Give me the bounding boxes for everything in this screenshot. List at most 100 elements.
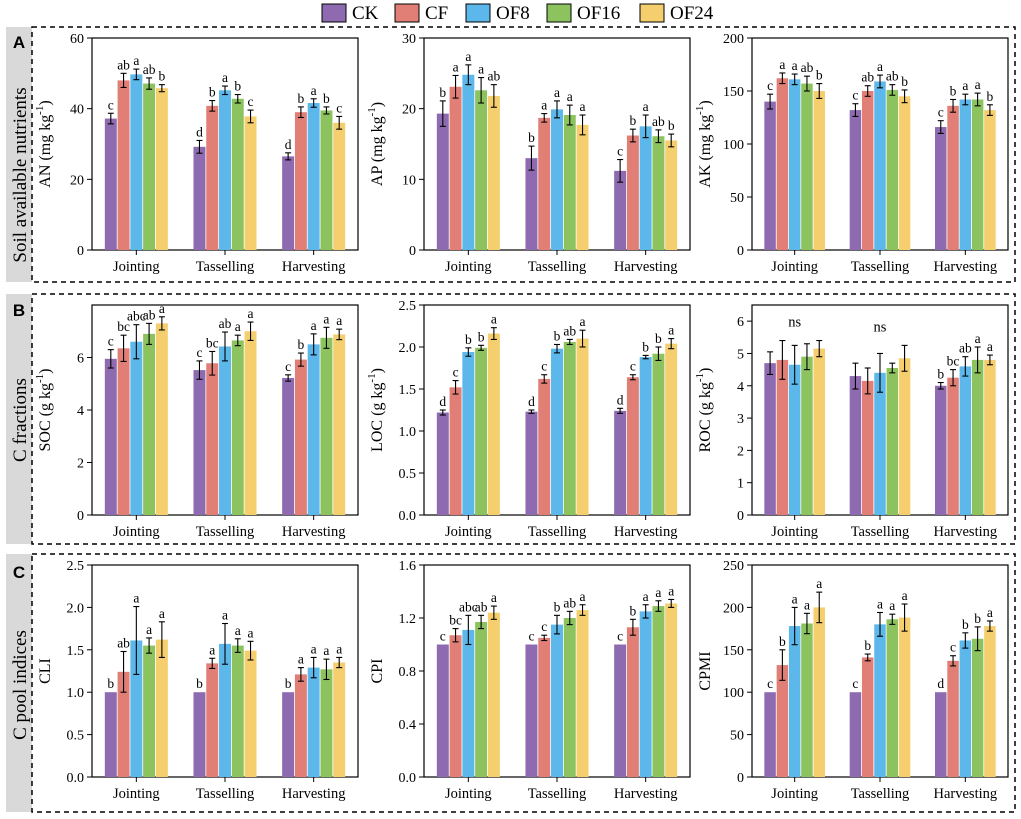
significance-label-ap: a [580,99,586,114]
significance-label-ap: a [453,59,459,74]
significance-label-cpi: a [655,585,661,600]
bar-ap-cf [538,117,551,250]
significance-label-cli: a [146,622,152,637]
bar-cpi-of8 [639,611,652,777]
significance-label-loc: b [642,339,649,354]
bar-cpi-of8 [462,629,475,777]
y-tick-label-loc: 1.0 [399,425,417,440]
bar-an-ck [104,118,117,250]
significance-label-ap: a [643,99,649,114]
y-tick-label-an: 20 [70,173,84,188]
y-tick-label-loc: 2.0 [399,341,417,356]
bar-cpmi-cf [861,657,874,777]
significance-label-cli: b [107,676,114,691]
x-tick-label-cpi: Jointing [445,786,492,802]
bar-cpmi-of24 [984,626,996,777]
significance-label-an: ab [117,57,130,72]
bar-ak-of8 [959,99,972,250]
significance-label-ap: ab [487,69,500,84]
bar-an-cf [117,80,130,251]
significance-label-ak: ab [886,69,899,84]
significance-label-cpi: c [440,629,446,644]
bar-cpi-cf [626,627,639,777]
x-tick-label-cpmi: Harvesting [934,786,998,802]
bar-soc-of8 [307,344,320,515]
x-tick-label-ap: Tasselling [528,259,587,275]
x-tick-label-ak: Harvesting [934,259,998,275]
legend-swatch-of16 [546,3,572,23]
significance-label-cpi: ab [563,595,576,610]
significance-label-ap: a [541,98,547,113]
bar-cpmi-of8 [959,640,972,777]
bar-soc-of16 [231,340,244,515]
significance-label-soc: c [285,359,291,374]
y-axis-label-loc: LOC (g kg-1) [366,368,386,452]
significance-label-loc: c [541,359,547,374]
bar-cpi-of24 [576,610,589,777]
significance-label-an: a [222,70,228,85]
bar-ap-of24 [576,124,589,250]
y-tick-label-cpmi: 100 [723,686,744,701]
significance-label-an: a [311,83,317,98]
row-band-a [6,27,32,282]
bar-roc-cf [947,377,959,515]
bar-ap-of8 [551,109,563,250]
bar-loc-of8 [551,348,563,515]
y-tick-label-ap: 30 [402,32,416,47]
bar-ak-cf [776,78,789,250]
y-tick-label-cpmi: 200 [723,601,744,616]
y-tick-label-cpmi: 0 [737,771,744,786]
bar-roc-of16 [971,359,984,515]
significance-label-soc: bc [206,335,219,350]
bar-cli-cf [117,671,130,777]
significance-label-cpi: bc [449,613,462,628]
bar-cpmi-ck [935,692,947,777]
y-tick-label-cpmi: 150 [723,644,744,659]
significance-label-ap: a [567,89,573,104]
y-tick-label-cli: 0.5 [67,729,85,744]
significance-label-roc: bc [947,354,960,369]
bar-cli-of16 [231,645,244,777]
y-tick-label-ak: 100 [723,138,744,153]
significance-label-ak: b [950,83,957,98]
bar-cpmi-ck [764,692,776,777]
significance-label-ak: a [779,57,785,72]
x-tick-label-cli: Harvesting [282,786,346,802]
significance-label-cpi: abc [459,599,478,614]
legend-swatch-of8 [465,3,491,23]
significance-label-cli: a [336,641,342,656]
significance-label-ap: b [668,118,675,133]
bar-ap-cf [449,86,462,250]
significance-label-cli: b [196,676,203,691]
bar-cli-of16 [143,645,156,777]
significance-label-ak: a [792,58,798,73]
bar-soc-cf [206,363,219,515]
significance-label-ak: ab [801,60,814,75]
bar-ap-of16 [652,136,665,250]
significance-label-cpmi: c [852,676,858,691]
legend-label-of24: OF24 [670,3,714,24]
x-tick-label-loc: Tasselling [528,524,587,540]
legend-label-of8: OF8 [496,3,530,24]
bar-cli-of24 [244,650,257,777]
bar-roc-cf [776,359,789,515]
y-axis-label-cli: CLI [37,658,54,684]
bar-soc-cf [294,359,307,515]
bar-loc-cf [449,387,462,515]
bar-roc-of8 [788,364,801,515]
bar-roc-of8 [874,372,886,515]
bar-cpmi-of16 [886,619,899,777]
significance-label-cpi: ab [475,599,488,614]
bar-an-ck [282,156,295,250]
significance-label-cpmi: b [962,617,969,632]
significance-label-ap: a [478,62,484,77]
legend-label-cf: CF [425,3,448,24]
x-tick-label-loc: Harvesting [614,524,678,540]
legend-label-ck: CK [352,3,379,24]
significance-label-cpi: b [554,599,561,614]
row-panel-b: B C fractions [6,293,1016,545]
y-tick-label-an: 60 [70,32,84,47]
y-tick-label-cpmi: 50 [730,729,744,744]
y-tick-label-cpi: 0.0 [399,771,417,786]
